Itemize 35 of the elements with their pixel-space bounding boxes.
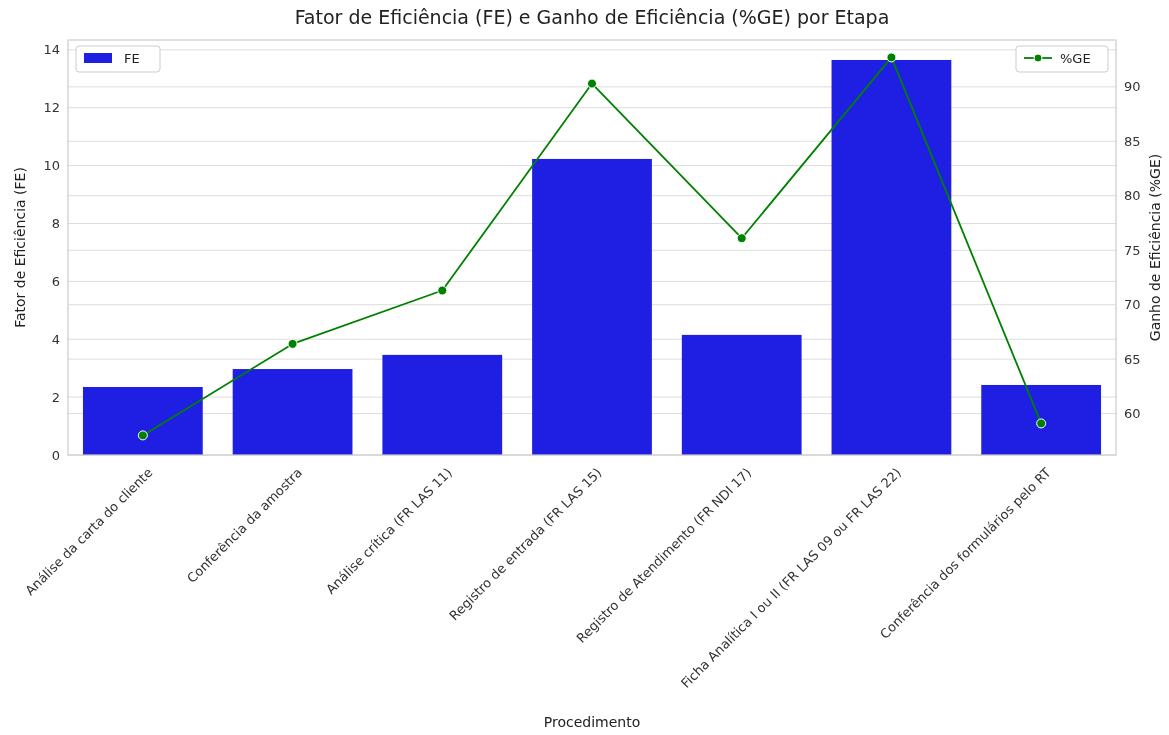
y-axis-title: Fator de Eficiência (FE) [12, 167, 28, 328]
y2-tick-label: 90 [1124, 79, 1141, 95]
bar [681, 334, 802, 455]
y2-tick-label: 80 [1124, 188, 1141, 204]
bar [232, 369, 353, 455]
y-tick-label: 6 [51, 273, 60, 289]
bar [831, 59, 952, 455]
y-tick-label: 2 [51, 389, 60, 405]
point [437, 285, 448, 296]
y-tick-label: 0 [51, 447, 60, 463]
y2-tick-label: 85 [1124, 133, 1141, 149]
bar [82, 386, 203, 455]
chart-title: Fator de Eficiência (FE) e Ganho de Eficiência (%GE) por Etapa [294, 6, 890, 28]
point [736, 233, 747, 244]
y2-tick-label: 70 [1124, 297, 1141, 313]
legend-label: FE [124, 50, 140, 66]
point [137, 430, 148, 441]
bar [981, 384, 1102, 455]
bar [382, 354, 503, 455]
x-axis-title: Procedimento [543, 714, 641, 730]
y2-tick-label: 65 [1124, 351, 1141, 367]
y2-tick-label: 60 [1124, 406, 1141, 422]
y-tick-label: 4 [51, 331, 60, 347]
y2-tick-label: 75 [1124, 242, 1141, 258]
point [1036, 418, 1047, 429]
point [287, 338, 298, 349]
bar [532, 158, 652, 455]
y-tick-label: 10 [43, 158, 60, 174]
y-tick-label: 12 [43, 100, 60, 116]
y2-axis-title: Ganho de Eficiência (%GE) [1147, 153, 1163, 342]
legend-label: %GE [1060, 50, 1091, 66]
point [587, 78, 597, 89]
point [886, 52, 897, 63]
y-tick-label: 8 [51, 216, 60, 232]
y-tick-label: 14 [43, 42, 60, 58]
